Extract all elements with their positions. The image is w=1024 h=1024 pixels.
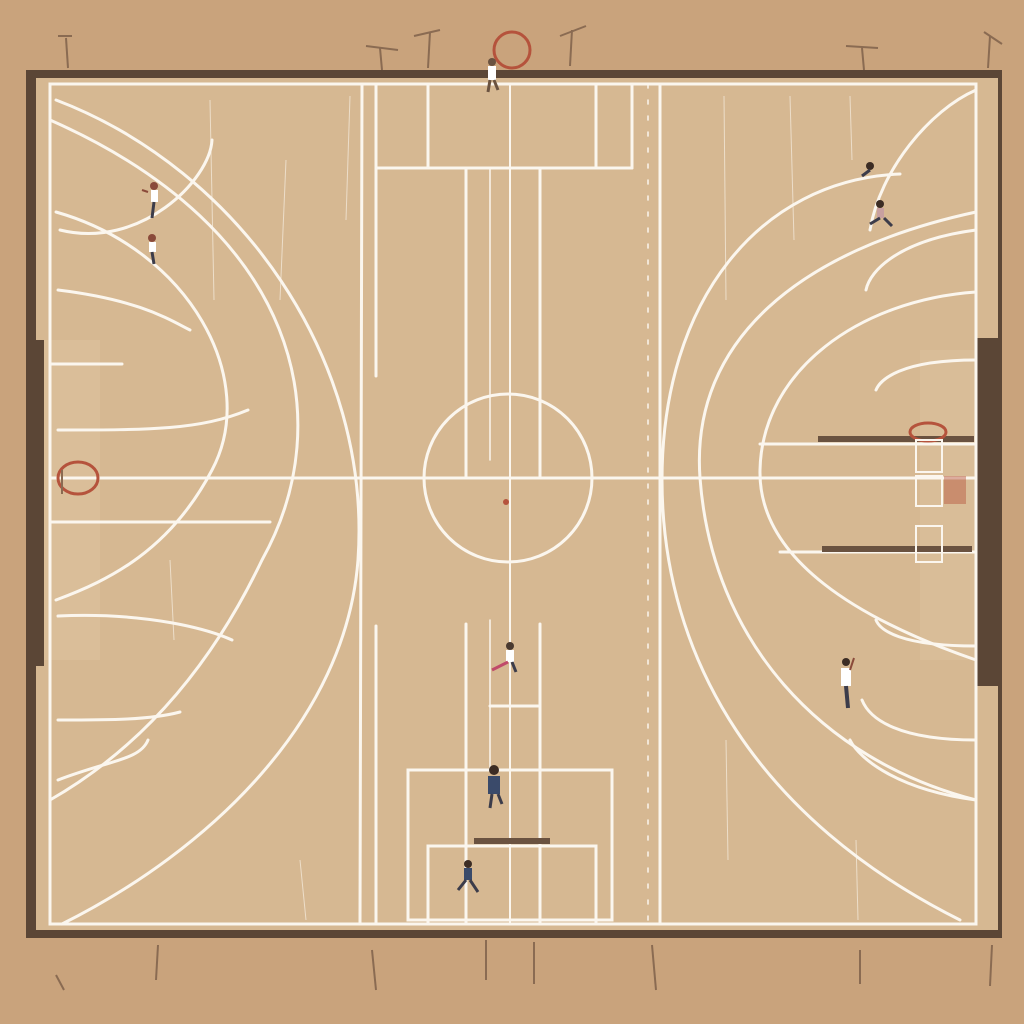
player-5 [869,200,894,228]
right-wall-post [976,338,1002,686]
right-outer-arc [660,172,962,922]
lane-line-1 [358,82,364,926]
hoop-left-rim [56,460,100,496]
left-wall-post [30,340,44,666]
bottom-bench [474,838,550,844]
left-arc-small-5 [56,738,150,782]
right-three-point-arc [697,210,978,802]
center-circle [422,392,594,564]
left-inner-arc [54,210,229,602]
left-outer-arc [54,98,361,926]
left-arc-small-3 [56,613,234,642]
bottom-key-inner [426,844,598,926]
hoop-right-frame-1 [915,439,943,473]
hoop-right-frame-2 [915,475,943,507]
left-three-point-arc [48,118,300,802]
player-7 [841,657,855,709]
players [141,58,894,893]
left-arc-small-4 [56,710,182,722]
hoop-right-frame-3 [915,525,943,563]
right-arc-small-2 [864,228,978,292]
backboard-right-bottom [822,546,972,552]
right-arc-small-3 [874,358,978,392]
perimeter-stakes [55,25,1003,991]
player-4 [861,162,874,178]
hoop-right-post [944,476,966,504]
backboard-right-top [818,436,974,442]
court-floor [36,78,998,930]
scratch-lines [169,95,859,921]
right-arc-small-5 [848,738,978,802]
right-inner-arc [758,290,978,662]
court-lines [48,82,978,926]
left-arc-top [58,138,214,235]
left-arc-small-2 [56,408,250,432]
player-1 [486,58,500,93]
hoop-right [818,421,974,563]
ball [503,499,509,505]
player-6 [491,642,518,673]
left-arc-small-1 [56,288,192,332]
hoop-top [492,30,532,70]
player-2 [141,182,158,219]
right-arc-small-1 [868,88,978,232]
player-8 [488,765,504,809]
hoop-left [56,460,100,496]
player-9 [456,860,480,893]
player-3 [148,234,156,265]
right-arc-small-4 [860,698,978,742]
hoop-top-rim [492,30,532,70]
right-arc-small-6 [874,618,978,648]
bottom-key-outer [406,768,614,922]
